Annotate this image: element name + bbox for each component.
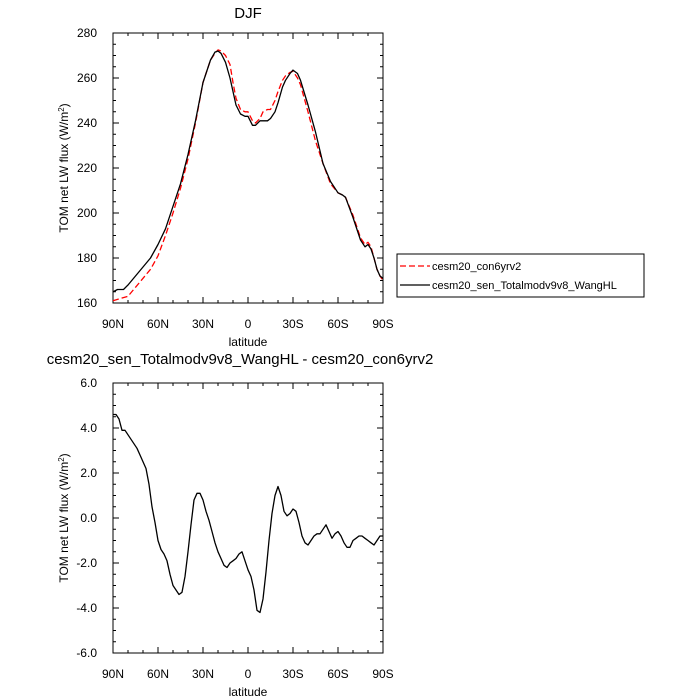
top-x-tick-label: 30N	[192, 317, 214, 331]
bottom-y-tick-label: 2.0	[80, 466, 97, 480]
legend-box	[396, 253, 645, 298]
bottom-x-tick-label: 60N	[147, 667, 169, 681]
bottom-chart-panel: 90N 60N 30N 0 30S 60S 90S -6.0 -4.0 -2.0 0.0 2.0 4.0…	[76, 376, 393, 681]
bottom-x-tick-label: 30N	[192, 667, 214, 681]
top-x-tick-label: 30S	[282, 317, 303, 331]
bottom-y-axis-title: TOM net LW flux (W/m2)	[57, 453, 71, 582]
legend-label-sen: cesm20_sen_Totalmodv9v8_WangHL	[432, 280, 617, 292]
top-y-tick-label: 180	[77, 251, 97, 265]
top-series-line-1	[112, 50, 384, 293]
bottom-y-tick-label: -4.0	[76, 601, 97, 615]
top-y-tick-label: 200	[77, 206, 97, 220]
top-series-line-0	[112, 49, 384, 302]
top-y-tick-label: 240	[77, 116, 97, 130]
top-x-tick-label: 90N	[102, 317, 124, 331]
top-x-tick-label: 0	[245, 317, 252, 331]
top-x-axis-title: latitude	[229, 335, 268, 349]
top-chart-panel: 90N 60N 30N 0 30S 60S 90S 160 180 200 220 240 260 280	[77, 26, 394, 331]
top-y-tick-label: 160	[77, 296, 97, 310]
bottom-x-tick-label: 0	[245, 667, 252, 681]
top-plot-frame	[112, 32, 384, 304]
bottom-y-tick-label: -6.0	[76, 646, 97, 660]
top-y-tick-label: 280	[77, 26, 97, 40]
bottom-x-tick-label: 60S	[327, 667, 348, 681]
bottom-y-tick-label: 4.0	[80, 421, 97, 435]
legend: cesm20_con6yrv2 cesm20_sen_Totalmodv9v8_…	[396, 253, 645, 298]
bottom-x-tick-label: 90N	[102, 667, 124, 681]
top-x-tick-label: 60N	[147, 317, 169, 331]
top-x-tick-label: 60S	[327, 317, 348, 331]
bottom-y-tick-label: -2.0	[76, 556, 97, 570]
top-y-tick-label: 220	[77, 161, 97, 175]
top-x-tick-label: 90S	[372, 317, 393, 331]
bottom-series-line-0	[113, 413, 383, 614]
bottom-x-tick-label: 30S	[282, 667, 303, 681]
bottom-x-tick-label: 90S	[372, 667, 393, 681]
top-y-tick-label: 260	[77, 71, 97, 85]
legend-label-con6yrv2: cesm20_con6yrv2	[432, 261, 521, 273]
bottom-y-tick-label: 6.0	[80, 376, 97, 390]
bottom-x-axis-title: latitude	[229, 685, 268, 699]
bottom-y-tick-label: 0.0	[80, 511, 97, 525]
bottom-chart-title: cesm20_sen_Totalmodv9v8_WangHL - cesm20_…	[47, 351, 434, 368]
top-y-axis-title: TOM net LW flux (W/m2)	[57, 103, 71, 232]
top-chart-title: DJF	[234, 5, 262, 22]
